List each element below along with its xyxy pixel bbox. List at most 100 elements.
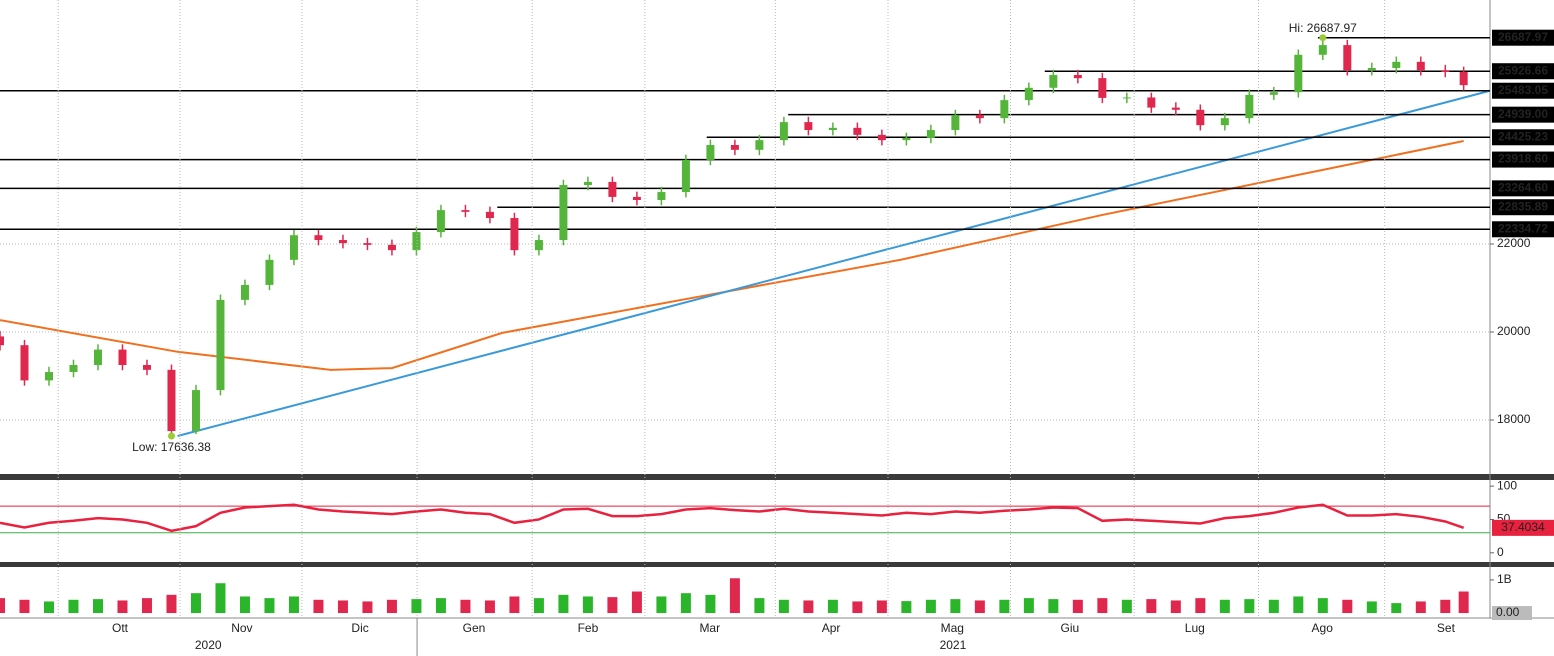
level-box <box>1492 221 1554 238</box>
volume-bar <box>1293 596 1304 614</box>
volume-bar <box>215 583 226 614</box>
volume-bar <box>950 599 961 614</box>
candle-body <box>779 122 788 141</box>
volume-bar <box>1097 598 1108 614</box>
candle-body <box>191 390 200 432</box>
level-label: 22334.72 <box>1498 221 1548 235</box>
candle-body <box>1318 45 1327 55</box>
y-tick-label: 18000 <box>1497 412 1531 426</box>
candle-body <box>240 284 249 300</box>
candle-body <box>363 243 372 245</box>
hi-marker <box>1319 34 1327 42</box>
low-annotation: Low: 17636.38 <box>132 440 211 454</box>
candle-body <box>118 349 127 366</box>
volume-bar <box>1440 599 1451 614</box>
volume-bar <box>1317 598 1328 614</box>
candle-body <box>559 185 568 241</box>
rsi-line <box>0 503 1465 533</box>
candle-body <box>485 211 494 219</box>
candle-body <box>314 235 323 241</box>
candle-body <box>902 137 911 141</box>
candle-body <box>1098 78 1107 98</box>
y-tick-label: 0.00 <box>1496 605 1520 619</box>
candle-body <box>681 159 690 193</box>
candle-body <box>583 181 592 186</box>
volume-bar <box>386 599 397 614</box>
candle-body <box>877 134 886 141</box>
volume-bar <box>1415 601 1426 614</box>
candle-body <box>1441 70 1450 72</box>
overlay-line <box>177 89 1491 437</box>
candle-body <box>1196 109 1205 126</box>
volume-bar <box>484 600 495 614</box>
x-tick-label: Ott <box>112 621 129 635</box>
candle-body <box>289 235 298 260</box>
volume-bar <box>362 601 373 614</box>
level-label: 26687.97 <box>1498 30 1548 44</box>
level-label: 22835.89 <box>1498 199 1548 213</box>
year-label: 2021 <box>940 638 967 652</box>
volume-bar <box>141 598 152 614</box>
candle-body <box>1171 107 1180 110</box>
candle-body <box>975 115 984 119</box>
panel-separator <box>0 562 1554 567</box>
level-box <box>1492 82 1554 99</box>
volume-bar <box>607 597 618 614</box>
volume-bar <box>754 598 765 614</box>
candle-body <box>387 244 396 251</box>
volume-bar <box>43 601 54 614</box>
volume-bar <box>117 600 128 614</box>
candle-body <box>632 196 641 200</box>
candle-body <box>1073 75 1082 79</box>
candle-body <box>167 369 176 432</box>
candle-body <box>706 144 715 160</box>
year-label: 2020 <box>195 638 222 652</box>
y-tick-label: 100 <box>1497 478 1517 492</box>
volume-bar <box>1219 599 1230 614</box>
candle-body <box>461 210 470 212</box>
candle-body <box>730 144 739 150</box>
candle-body <box>412 232 421 251</box>
overlay-line <box>0 140 1464 371</box>
volume-bar <box>411 599 422 614</box>
volume-bar <box>558 594 569 614</box>
level-label: 23264.60 <box>1498 181 1548 195</box>
level-label: 25483.05 <box>1498 83 1548 97</box>
volume-bar <box>1268 599 1279 614</box>
y-tick-label: 20000 <box>1497 324 1531 338</box>
candle-body <box>1245 94 1254 119</box>
volume-bar <box>264 598 275 614</box>
current-box <box>1492 519 1554 536</box>
y-tick-label: 0 <box>1497 545 1504 559</box>
candle-body <box>436 210 445 233</box>
x-tick-label: Lug <box>1185 621 1205 635</box>
x-tick-label: Ago <box>1312 621 1334 635</box>
y-tick-label: 1B <box>1497 572 1512 586</box>
candle-body <box>142 365 151 370</box>
volume-bar <box>1146 599 1157 614</box>
candle-body <box>657 192 666 200</box>
level-label: 24939.00 <box>1498 107 1548 121</box>
candle-body <box>1049 75 1058 88</box>
candle-body <box>69 365 78 373</box>
candle-body <box>1416 61 1425 71</box>
x-tick-label: Feb <box>578 621 599 635</box>
level-box <box>1492 199 1554 216</box>
x-tick-label: Gen <box>463 621 486 635</box>
volume-bar <box>1072 599 1083 614</box>
volume-bar <box>631 591 642 614</box>
level-box <box>1492 106 1554 123</box>
level-box <box>1492 151 1554 168</box>
volume-bar <box>19 599 30 614</box>
volume-bar <box>533 598 544 614</box>
candle-body <box>44 372 53 381</box>
volume-bar <box>337 600 348 614</box>
volume-bar <box>852 601 863 614</box>
level-box <box>1492 29 1554 46</box>
hi-annotation: Hi: 26687.97 <box>1289 21 1357 35</box>
x-tick-label: Apr <box>822 621 841 635</box>
volume-bar <box>680 593 691 614</box>
level-label: 23918.60 <box>1498 152 1548 166</box>
candle-body <box>20 345 29 381</box>
candle-body <box>1147 97 1156 108</box>
